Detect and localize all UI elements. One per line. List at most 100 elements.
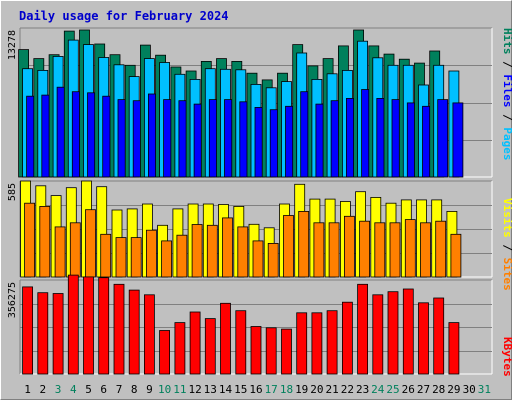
day-label-16: 16 [249, 383, 262, 396]
bar-kbytes-day-10 [159, 330, 171, 375]
bar-sites-day-24 [374, 222, 386, 278]
day-label-3: 3 [55, 383, 62, 396]
bar-kbytes-day-14 [220, 302, 231, 375]
day-label-18: 18 [280, 383, 293, 396]
day-label-12: 12 [188, 383, 201, 396]
day-labels: 1 2 3 4 5 6 7 8 9 10 11 12 13 14 15 16 17 18 19 20 21 22 23 24 2… [24, 383, 491, 396]
bar-kbytes-day-27 [418, 302, 429, 375]
bar-kbytes-day-4 [67, 274, 79, 375]
bar-sites-day-8 [130, 237, 142, 278]
day-label-15: 15 [234, 383, 247, 396]
y-max-label-top: 13278 [7, 30, 18, 60]
panel-bottom [19, 274, 493, 375]
bar-sites-day-5 [85, 209, 96, 278]
bar-sites-day-6 [100, 233, 112, 278]
day-label-6: 6 [100, 383, 107, 396]
bar-sites-day-20 [313, 222, 325, 278]
bar-sites-day-2 [39, 205, 51, 278]
panel-top [18, 27, 493, 178]
bar-sites-day-26 [404, 219, 416, 278]
bar-kbytes-day-22 [341, 301, 353, 375]
day-label-23: 23 [356, 383, 369, 396]
bar-kbytes-day-26 [402, 288, 414, 375]
bar-kbytes-day-29 [448, 322, 460, 375]
bar-sites-day-22 [343, 215, 355, 278]
bar-kbytes-day-2 [37, 292, 49, 375]
bar-kbytes-day-24 [372, 294, 384, 375]
bar-sites-day-28 [435, 220, 447, 278]
panel-middle [19, 180, 493, 278]
bar-kbytes-day-7 [113, 283, 125, 375]
legend-part: / [501, 238, 512, 258]
day-label-21: 21 [325, 383, 338, 396]
day-label-14: 14 [219, 383, 233, 396]
bar-sites-day-10 [161, 240, 173, 278]
bar-pages-day-29 [452, 102, 464, 178]
bar-kbytes-day-15 [235, 310, 247, 375]
bar-kbytes-day-16 [250, 326, 262, 375]
day-label-26: 26 [402, 383, 415, 396]
bar-kbytes-day-13 [204, 318, 216, 375]
day-label-30: 30 [463, 383, 476, 396]
bar-sites-day-16 [252, 240, 264, 278]
bar-kbytes-day-17 [265, 327, 277, 375]
chart-title: Daily usage for February 2024 [19, 9, 229, 23]
day-label-13: 13 [204, 383, 217, 396]
bar-sites-day-19 [298, 210, 310, 278]
bar-sites-day-11 [176, 234, 188, 278]
legend-bottom: KBytes [501, 337, 512, 377]
bar-kbytes-day-5 [83, 276, 94, 375]
bar-kbytes-day-1 [22, 286, 34, 375]
day-label-24: 24 [371, 383, 385, 396]
bar-kbytes-day-12 [189, 311, 201, 375]
bar-sites-day-9 [145, 229, 157, 278]
bar-sites-day-1 [24, 202, 36, 278]
legend-part: / [501, 108, 512, 128]
bar-kbytes-day-6 [98, 277, 110, 375]
bar-sites-day-18 [283, 215, 294, 278]
bar-pages-day-28 [437, 99, 449, 178]
bar-sites-day-13 [206, 224, 218, 278]
bar-sites-day-21 [328, 222, 340, 278]
day-label-8: 8 [131, 383, 138, 396]
bar-kbytes-day-21 [326, 310, 338, 375]
bar-kbytes-day-19 [296, 312, 308, 375]
bar-kbytes-day-28 [433, 297, 445, 375]
legend-part: Files [501, 74, 512, 107]
series-legend-labels: Hits / Files / Pages Visits / Sites KBytes [501, 28, 512, 377]
y-max-labels: 13278 585 356275 [7, 30, 18, 318]
day-label-2: 2 [39, 383, 46, 396]
legend-part: Sites [501, 258, 512, 291]
legend-part: Pages [501, 127, 512, 160]
day-label-29: 29 [447, 383, 460, 396]
bar-kbytes-day-23 [357, 283, 369, 375]
bar-sites-day-12 [191, 224, 203, 278]
legend-top: Hits / Files / Pages [501, 28, 512, 161]
bar-kbytes-day-18 [281, 328, 292, 375]
day-label-10: 10 [158, 383, 171, 396]
legend-part: / [501, 55, 512, 75]
day-label-7: 7 [116, 383, 123, 396]
day-label-9: 9 [146, 383, 153, 396]
bar-sites-day-25 [389, 222, 401, 278]
day-label-27: 27 [417, 383, 430, 396]
day-label-31: 31 [478, 383, 491, 396]
chart-panels [18, 27, 493, 375]
bar-sites-day-23 [359, 220, 371, 278]
day-label-11: 11 [173, 383, 186, 396]
day-label-19: 19 [295, 383, 308, 396]
bar-kbytes-day-20 [311, 312, 323, 375]
bar-sites-day-29 [450, 233, 462, 278]
day-label-5: 5 [85, 383, 92, 396]
bar-sites-day-3 [54, 226, 66, 278]
legend-part: Hits [501, 28, 512, 55]
bar-kbytes-day-8 [128, 289, 140, 375]
bar-sites-day-4 [69, 222, 81, 278]
y-max-label-middle: 585 [7, 183, 18, 201]
bar-kbytes-day-25 [387, 291, 399, 375]
legend-part: KBytes [501, 337, 512, 377]
day-label-1: 1 [24, 383, 31, 396]
bar-sites-day-15 [237, 226, 249, 278]
day-label-22: 22 [341, 383, 354, 396]
